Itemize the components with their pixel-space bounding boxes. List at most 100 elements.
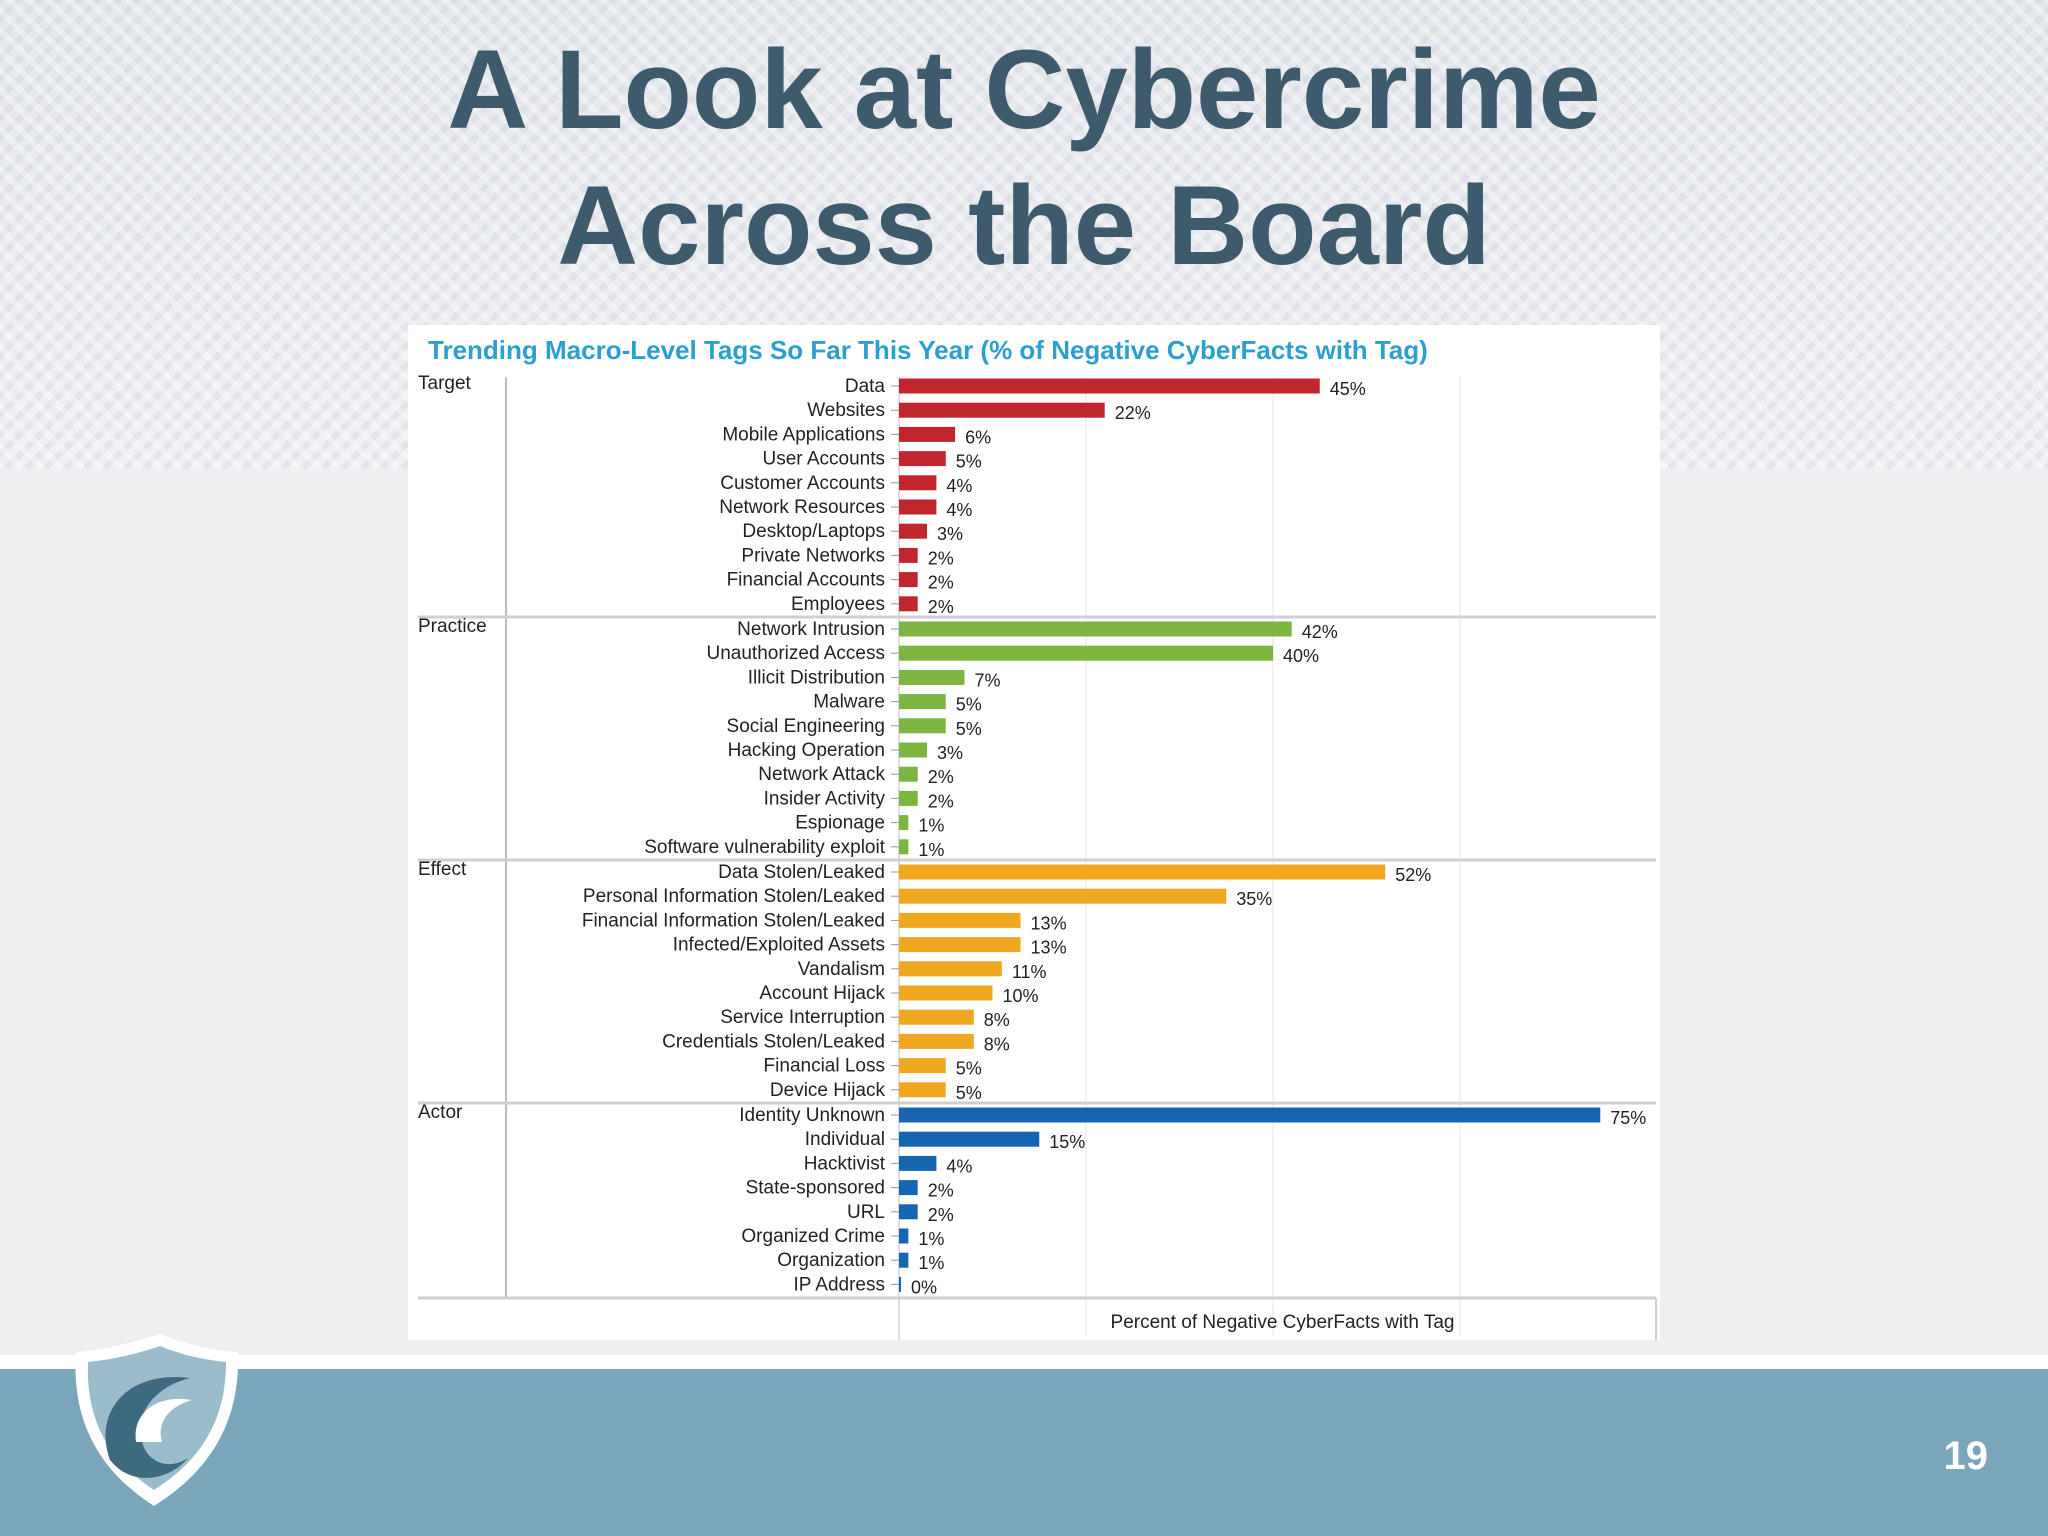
bar — [899, 547, 918, 563]
data-label: 5% — [956, 719, 982, 739]
category-label: Software vulnerability exploit — [644, 837, 886, 858]
data-label: 0% — [911, 1277, 937, 1297]
category-label: Customer Accounts — [720, 473, 885, 494]
slide-title-line2: Across the Board — [557, 163, 1491, 288]
bar — [899, 1155, 937, 1171]
bar — [899, 1033, 974, 1049]
bar — [899, 523, 928, 539]
data-label: 2% — [928, 791, 954, 811]
bar — [899, 621, 1292, 637]
data-label: 5% — [956, 1083, 982, 1103]
category-label: Organized Crime — [741, 1226, 885, 1247]
category-label: Data — [845, 376, 886, 397]
category-label: Infected/Exploited Assets — [673, 935, 885, 956]
bar — [899, 839, 909, 855]
data-label: 1% — [918, 1253, 944, 1273]
category-label: Financial Information Stolen/Leaked — [582, 910, 885, 931]
bar — [899, 572, 918, 588]
bar — [899, 1228, 909, 1244]
category-label: Social Engineering — [727, 716, 885, 737]
category-label: Financial Accounts — [727, 570, 885, 591]
x-axis-label: Percent of Negative CyberFacts with Tag — [1111, 1312, 1455, 1333]
category-label: Unauthorized Access — [707, 643, 886, 664]
bar — [899, 1276, 901, 1292]
bar — [899, 378, 1320, 394]
data-label: 75% — [1610, 1108, 1646, 1128]
category-label: Network Intrusion — [737, 619, 885, 640]
group-label-effect: Effect — [418, 859, 467, 880]
data-label: 2% — [928, 767, 954, 787]
chart-panel: Target Data 45% Websites 22% Mobile Applicati… — [408, 325, 1660, 1340]
data-label: 45% — [1330, 379, 1366, 399]
data-label: 22% — [1115, 403, 1151, 423]
category-label: Individual — [805, 1129, 885, 1150]
category-label: Mobile Applications — [722, 424, 885, 445]
data-label: 5% — [956, 1059, 982, 1079]
bar — [899, 766, 918, 782]
data-label: 3% — [937, 743, 963, 763]
data-label: 7% — [974, 670, 1000, 690]
bar — [899, 1107, 1601, 1123]
data-label: 13% — [1031, 938, 1067, 958]
page-number: 19 — [1943, 1434, 1989, 1478]
bar — [899, 790, 918, 806]
bar-chart: Target Data 45% Websites 22% Mobile Applicati… — [418, 373, 1657, 1340]
category-label: Hacktivist — [804, 1153, 886, 1174]
data-label: 5% — [956, 695, 982, 715]
bar — [899, 985, 993, 1001]
bar — [899, 451, 946, 467]
category-label: Illicit Distribution — [748, 667, 885, 688]
category-label: Identity Unknown — [739, 1105, 885, 1126]
bar — [899, 1252, 909, 1268]
bar — [899, 718, 946, 734]
group-label-target: Target — [418, 373, 472, 394]
bar — [899, 475, 937, 491]
category-label: Device Hijack — [770, 1080, 886, 1101]
category-label: Organization — [777, 1250, 885, 1271]
category-label: Desktop/Laptops — [742, 521, 885, 542]
chart-title: Trending Macro-Level Tags So Far This Ye… — [428, 335, 1428, 365]
category-label: Malware — [813, 692, 885, 713]
category-label: Espionage — [795, 813, 885, 834]
data-label: 6% — [965, 427, 991, 447]
bar — [899, 864, 1386, 880]
bar — [899, 669, 965, 685]
data-label: 4% — [946, 500, 972, 520]
bar — [899, 815, 909, 831]
category-label: Insider Activity — [764, 788, 886, 809]
bar — [899, 961, 1002, 977]
data-label: 2% — [928, 1181, 954, 1201]
category-label: Network Attack — [758, 764, 885, 785]
data-label: 35% — [1236, 889, 1272, 909]
bar — [899, 402, 1105, 418]
data-label: 11% — [1012, 962, 1047, 982]
data-label: 4% — [946, 476, 972, 496]
data-label: 52% — [1395, 865, 1431, 885]
bar — [899, 1082, 946, 1098]
category-label: Personal Information Stolen/Leaked — [583, 886, 885, 907]
category-label: Network Resources — [719, 497, 885, 518]
data-label: 8% — [984, 1034, 1010, 1054]
category-label: Account Hijack — [759, 983, 885, 1004]
group-label-actor: Actor — [418, 1102, 463, 1123]
data-label: 3% — [937, 524, 963, 544]
data-label: 1% — [918, 840, 944, 860]
category-label: Financial Loss — [764, 1056, 885, 1077]
data-label: 40% — [1283, 646, 1319, 666]
category-label: Employees — [791, 594, 885, 615]
bar — [899, 742, 928, 758]
category-label: Websites — [807, 400, 885, 421]
category-label: Hacking Operation — [728, 740, 885, 761]
slide-title-line1: A Look at Cybercrime — [447, 27, 1601, 152]
data-label: 1% — [918, 816, 944, 836]
category-label: Service Interruption — [720, 1007, 885, 1028]
category-label: Credentials Stolen/Leaked — [662, 1031, 885, 1052]
bar — [899, 1131, 1040, 1147]
bar — [899, 1058, 946, 1074]
footer-band — [0, 1369, 2048, 1536]
data-label: 42% — [1302, 622, 1338, 642]
shield-wave-icon — [75, 1334, 239, 1506]
data-label: 2% — [928, 1205, 954, 1225]
data-label: 10% — [1003, 986, 1039, 1006]
footer-divider — [0, 1355, 2048, 1369]
